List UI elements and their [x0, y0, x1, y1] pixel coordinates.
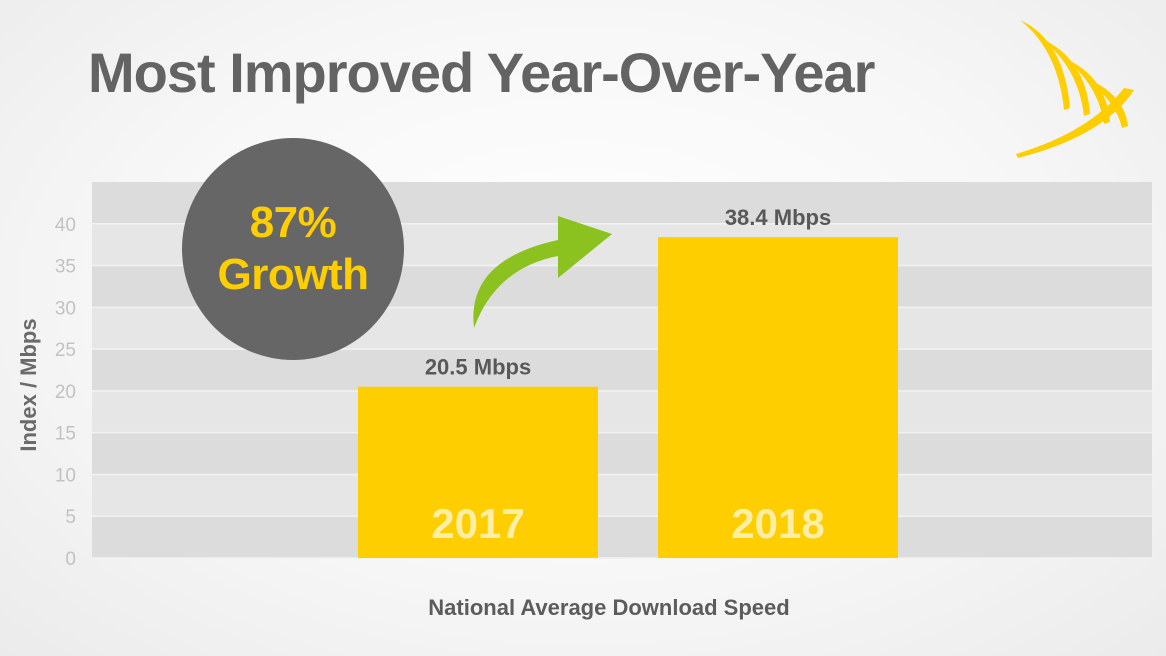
y-tick-label: 15: [55, 424, 76, 445]
y-tick-label: 30: [55, 298, 76, 319]
sprint-logo-icon: [1016, 20, 1134, 158]
bar-2017: [358, 386, 598, 558]
plot-band: [92, 474, 1152, 517]
category-label: 2018: [731, 500, 824, 547]
curved-arrow-icon: [473, 216, 612, 328]
bar-2018: [658, 237, 898, 558]
growth-percent: 87%: [249, 198, 337, 247]
x-axis-title: National Average Download Speed: [428, 595, 789, 620]
y-tick-label: 5: [65, 507, 76, 528]
plot-band: [92, 390, 1152, 433]
data-label: 38.4 Mbps: [725, 205, 831, 230]
growth-label: Growth: [217, 250, 369, 299]
y-axis-title: Index / Mbps: [16, 318, 41, 451]
y-tick-label: 35: [55, 257, 76, 278]
y-tick-label: 10: [55, 465, 76, 486]
data-label: 20.5 Mbps: [425, 355, 531, 380]
category-label: 2017: [431, 500, 524, 547]
page-title: Most Improved Year-Over-Year: [88, 41, 875, 104]
growth-badge: 87% Growth: [182, 138, 404, 360]
y-tick-label: 25: [55, 340, 76, 361]
y-tick-label: 40: [55, 215, 76, 236]
y-tick-label: 0: [65, 549, 76, 570]
y-tick-label: 20: [55, 382, 76, 403]
